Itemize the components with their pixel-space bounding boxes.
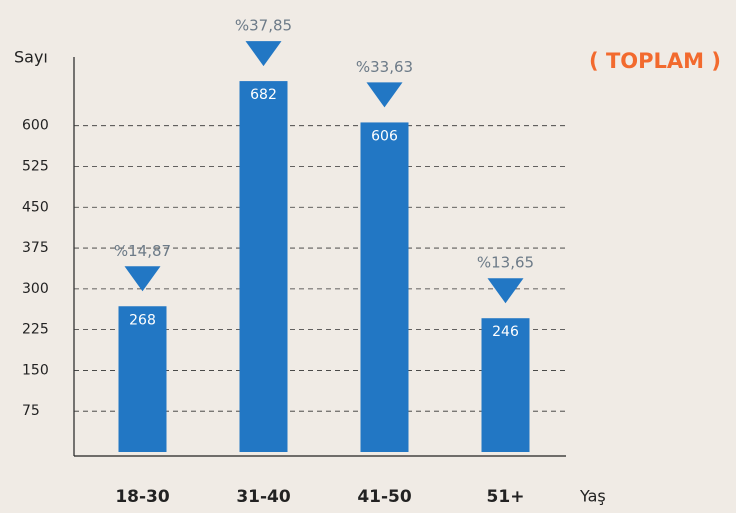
marker-triangle xyxy=(124,266,161,292)
chart-title: ( TOPLAM ) xyxy=(589,49,721,73)
marker-triangle xyxy=(366,82,403,108)
bar xyxy=(481,318,530,452)
y-tick-label: 75 xyxy=(22,403,40,419)
y-tick-label: 225 xyxy=(22,322,49,338)
bar xyxy=(118,306,167,452)
y-tick-label: 300 xyxy=(22,281,49,297)
y-tick-label: 150 xyxy=(22,362,49,378)
marker-triangle xyxy=(487,278,524,304)
marker-triangle xyxy=(245,41,282,67)
bar xyxy=(239,81,288,452)
y-tick-label: 450 xyxy=(22,199,49,215)
annotation: %33,63 xyxy=(356,58,413,76)
value-label: 246 xyxy=(492,324,519,340)
bar xyxy=(360,122,409,453)
y-tick-label: 525 xyxy=(22,158,49,174)
y-axis-label: Sayı xyxy=(14,48,48,67)
x-tick-label: 51+ xyxy=(487,487,525,507)
value-label: 268 xyxy=(129,312,156,328)
x-tick-label: 41-50 xyxy=(357,487,412,507)
x-tick-label: 18-30 xyxy=(115,487,170,507)
y-tick-label: 375 xyxy=(22,240,49,256)
x-tick-label: 31-40 xyxy=(236,487,291,507)
y-tick-label: 600 xyxy=(22,118,49,134)
value-label: 606 xyxy=(371,128,398,144)
value-label: 682 xyxy=(250,87,277,103)
annotation: %13,65 xyxy=(477,254,534,272)
annotation: %37,85 xyxy=(235,17,292,35)
annotation: %14,87 xyxy=(114,242,171,260)
x-axis-label: Yaş xyxy=(579,487,606,506)
